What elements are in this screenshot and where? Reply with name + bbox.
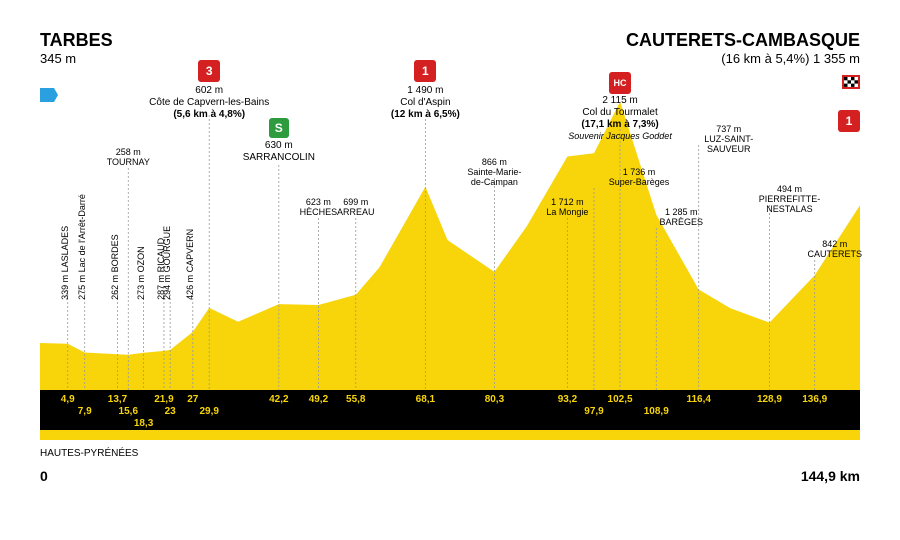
climb-detail: (5,6 km à 4,8%): [129, 109, 289, 121]
climb-label: 602 m Côte de Capvern-les-Bains (5,6 km …: [129, 85, 289, 121]
waypoint-label: 1 712 mLa Mongie: [546, 198, 588, 218]
waypoint-label: 1 736 mSuper-Barèges: [609, 168, 670, 188]
km-marker: 102,5: [608, 394, 633, 405]
km-marker: 136,9: [802, 394, 827, 405]
waypoint-label: 866 mSainte-Marie-de-Campan: [467, 158, 521, 188]
km-marker: 18,3: [134, 418, 153, 429]
waypoint-label: 426 m CAPVERN: [186, 229, 196, 300]
climb-name: Col du Tourmalet: [540, 107, 700, 119]
waypoint-label: 339 m LASLADES: [61, 226, 71, 300]
climb-badge-cat1: 1: [838, 110, 860, 132]
climb-note: Souvenir Jacques Goddet: [540, 131, 700, 142]
climb-name: Côte de Capvern-les-Bains: [129, 97, 289, 109]
km-marker: 42,2: [269, 394, 288, 405]
waypoint-label: 275 m Lac de l'Arrêt-Darré: [78, 194, 88, 300]
sprint-badge: S: [269, 118, 289, 138]
axis-end-km: 144,9 km: [801, 468, 860, 484]
waypoint-label: 258 mTOURNAY: [107, 148, 150, 168]
km-marker: 55,8: [346, 394, 365, 405]
km-marker: 68,1: [416, 394, 435, 405]
km-marker: 7,9: [78, 406, 92, 417]
km-marker: 93,2: [558, 394, 577, 405]
km-marker: 128,9: [757, 394, 782, 405]
finish-flag-icon: [842, 75, 860, 89]
waypoint-label: 494 mPIERREFITTE-NESTALAS: [759, 185, 821, 215]
climb-elev: 2 115 m: [540, 95, 700, 107]
elevation-profile-chart: TARBES 345 m CAUTERETS-CAMBASQUE (16 km …: [40, 30, 860, 510]
waypoint-label: 262 m BORDES: [111, 234, 121, 300]
climb-elev: 602 m: [129, 85, 289, 97]
waypoint-label: 273 m OZON: [137, 246, 147, 300]
km-marker: 4,9: [61, 394, 75, 405]
waypoint-label: 294 m GOURGUE: [163, 226, 173, 300]
waypoint-label: 737 mLUZ-SAINT-SAUVEUR: [704, 125, 753, 155]
km-marker: 27: [187, 394, 198, 405]
waypoint-label: 623 mHÈCHES: [300, 198, 338, 218]
km-marker: 116,4: [686, 394, 710, 405]
climb-badge-cat3: 3: [198, 60, 220, 82]
km-marker: 49,2: [309, 394, 328, 405]
km-marker: 80,3: [485, 394, 504, 405]
km-marker: 23: [165, 406, 176, 417]
km-marker: 21,9: [154, 394, 173, 405]
climb-badge-cat1: 1: [414, 60, 436, 82]
waypoint-label: 1 285 mBARÈGES: [660, 208, 704, 228]
axis-start-km: 0: [40, 468, 48, 484]
km-marker: 97,9: [584, 406, 603, 417]
sprint-label: 630 m SARRANCOLIN: [219, 140, 339, 164]
climb-label: 2 115 m Col du Tourmalet (17,1 km à 7,3%…: [540, 95, 700, 142]
km-marker: 108,9: [644, 406, 669, 417]
climb-detail: (12 km à 6,5%): [345, 109, 505, 121]
climb-name: Col d'Aspin: [345, 97, 505, 109]
km-marker: 13,7: [108, 394, 127, 405]
climb-badge-catHC: HC: [609, 72, 631, 94]
climb-label: 1 490 m Col d'Aspin (12 km à 6,5%): [345, 85, 505, 121]
region-label: HAUTES-PYRÉNÉES: [40, 448, 138, 459]
km-marker: 29,9: [199, 406, 218, 417]
climb-detail: (17,1 km à 7,3%): [540, 119, 700, 131]
climb-elev: 1 490 m: [345, 85, 505, 97]
start-flag-icon: [40, 88, 58, 102]
km-marker: 15,6: [119, 406, 138, 417]
waypoint-label: 699 mARREAU: [337, 198, 375, 218]
waypoint-label: 842 mCAUTERETS: [807, 240, 862, 260]
